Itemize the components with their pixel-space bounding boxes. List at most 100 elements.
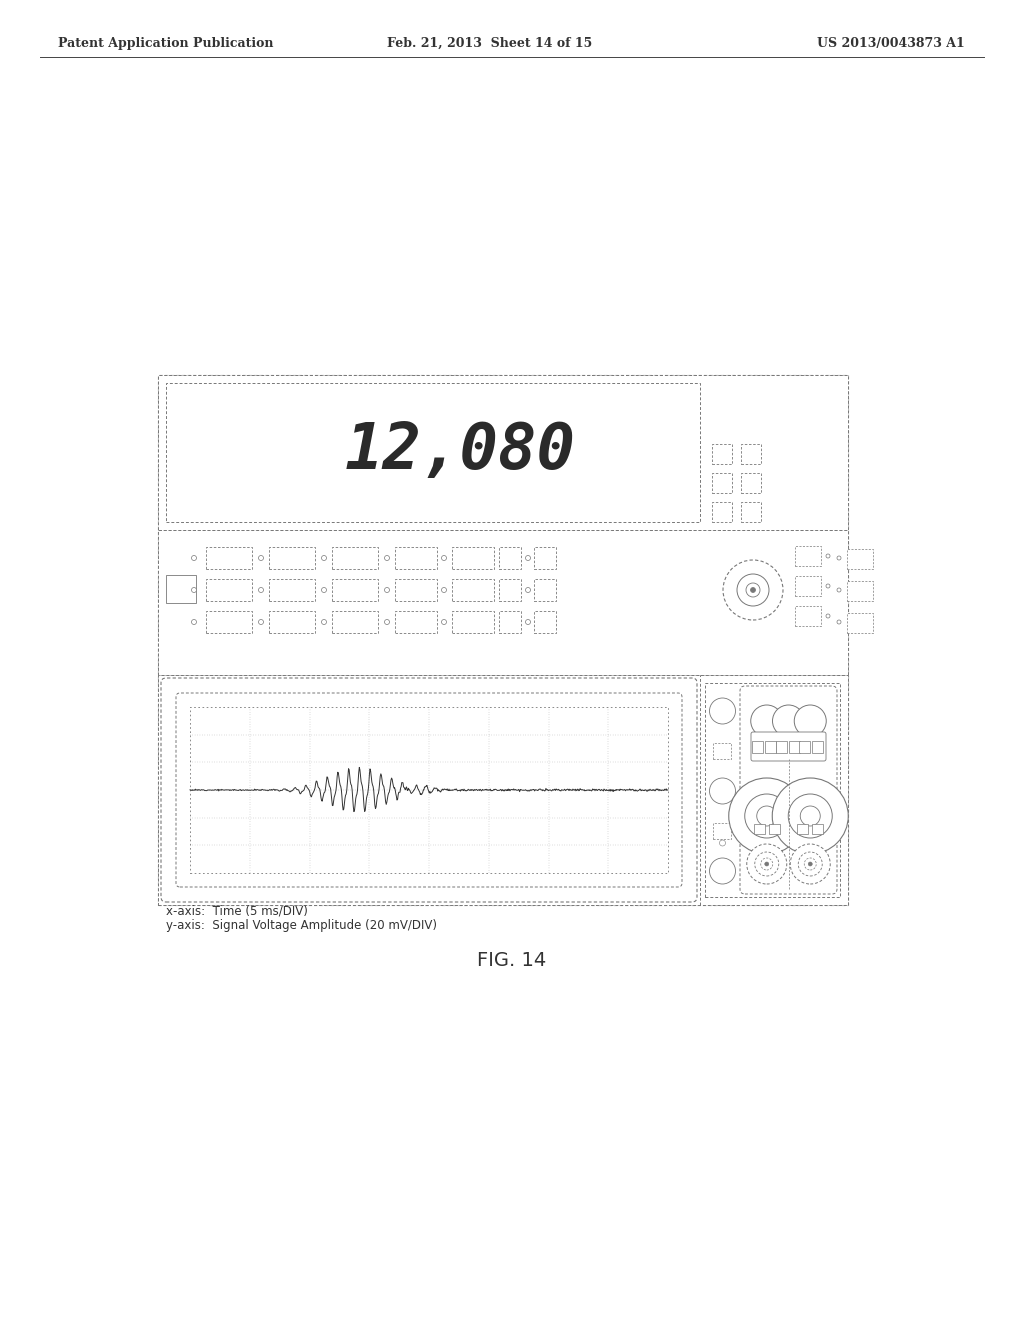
Circle shape [258,587,263,593]
Bar [206,579,252,601]
Circle shape [826,554,830,558]
Bar [741,502,761,521]
Bar [269,546,315,569]
Circle shape [757,807,777,826]
Circle shape [191,587,197,593]
Circle shape [761,858,773,870]
Circle shape [791,843,830,884]
Circle shape [710,858,735,884]
Circle shape [837,620,841,624]
Bar [712,444,732,465]
Bar [795,576,821,597]
Bar [332,611,378,634]
Circle shape [322,587,327,593]
Bar [847,612,873,634]
Circle shape [795,705,826,737]
Circle shape [191,556,197,561]
Bar [158,375,848,906]
Circle shape [710,777,735,804]
Bar [752,741,763,752]
Text: y-axis:  Signal Voltage Amplitude (20 mV/DIV): y-axis: Signal Voltage Amplitude (20 mV/… [166,919,437,932]
Text: FIG. 14: FIG. 14 [477,950,547,969]
Bar [812,824,823,834]
Bar [798,824,808,834]
Bar [190,708,668,873]
Circle shape [710,698,735,723]
Circle shape [258,556,263,561]
Circle shape [723,560,783,620]
FancyBboxPatch shape [751,733,826,762]
Circle shape [729,777,805,854]
Bar [395,546,437,569]
Bar [395,611,437,634]
Circle shape [837,587,841,591]
Text: Feb. 21, 2013  Sheet 14 of 15: Feb. 21, 2013 Sheet 14 of 15 [387,37,593,49]
Bar [166,383,700,521]
Bar [741,444,761,465]
Bar [269,579,315,601]
FancyBboxPatch shape [161,678,697,902]
Bar [499,611,521,634]
Circle shape [799,851,822,876]
Bar [775,741,786,752]
Circle shape [525,556,530,561]
Bar [713,822,731,840]
Circle shape [837,556,841,560]
FancyBboxPatch shape [176,693,682,887]
Circle shape [746,843,786,884]
Bar [158,531,848,675]
Bar [166,576,196,603]
Circle shape [826,583,830,587]
Bar [741,473,761,492]
Circle shape [751,587,756,593]
Bar [534,611,556,634]
Bar [713,743,731,759]
Bar [795,606,821,626]
Bar [847,581,873,601]
Bar [534,546,556,569]
Bar [795,546,821,566]
Bar [812,741,823,752]
Circle shape [800,807,820,826]
Bar [754,824,765,834]
Text: x-axis:  Time (5 ms/DIV): x-axis: Time (5 ms/DIV) [166,904,308,917]
Bar [395,579,437,601]
Circle shape [720,840,725,846]
Circle shape [746,583,760,597]
Circle shape [525,587,530,593]
Bar [452,579,494,601]
Circle shape [384,556,389,561]
Bar [452,611,494,634]
Bar [452,546,494,569]
Bar [788,741,800,752]
Bar [332,546,378,569]
Bar [712,502,732,521]
Bar [158,675,848,906]
Circle shape [525,619,530,624]
Circle shape [737,574,769,606]
Circle shape [441,556,446,561]
Bar [206,611,252,634]
Bar [799,741,810,752]
Bar [499,579,521,601]
Bar [158,375,848,531]
Bar [705,682,840,898]
Bar [269,611,315,634]
Bar [712,473,732,492]
Text: 12,080: 12,080 [344,420,575,482]
Circle shape [772,705,805,737]
Circle shape [322,556,327,561]
Bar [765,741,776,752]
FancyBboxPatch shape [740,686,837,894]
Bar [534,579,556,601]
Circle shape [755,851,778,876]
Circle shape [191,619,197,624]
Bar [332,579,378,601]
Circle shape [744,795,788,838]
Circle shape [765,862,769,866]
Circle shape [751,705,782,737]
Circle shape [322,619,327,624]
Bar [769,824,779,834]
Circle shape [772,777,848,854]
Text: US 2013/0043873 A1: US 2013/0043873 A1 [817,37,965,49]
